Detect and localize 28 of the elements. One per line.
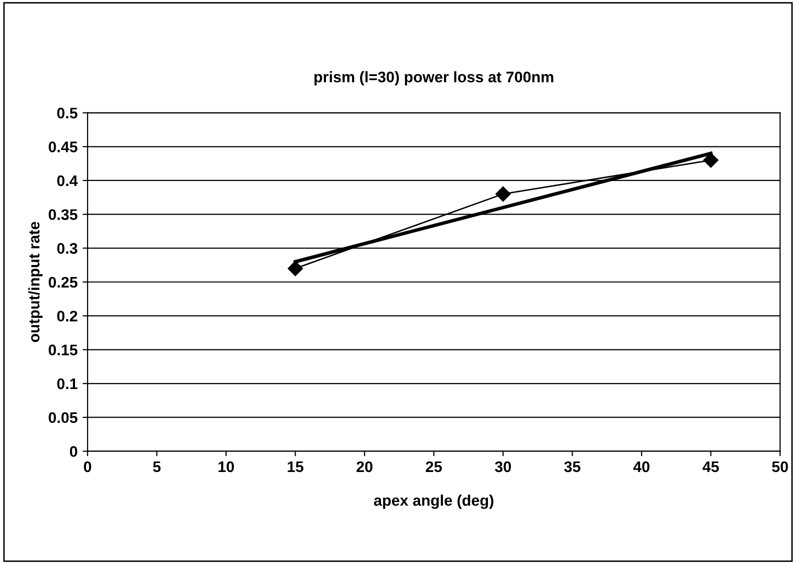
y-tick-label: 0.2 xyxy=(57,310,78,322)
x-tick-label: 15 xyxy=(288,461,304,472)
x-tick-label: 45 xyxy=(702,461,719,472)
x-tick-label: 0 xyxy=(84,461,92,472)
y-tick-label: 0.5 xyxy=(57,108,78,118)
point xyxy=(703,152,718,168)
y-tick-label: 0.4 xyxy=(57,175,78,186)
x-tick-label: 5 xyxy=(153,461,161,472)
point xyxy=(496,186,511,202)
y-tick-label: 0.05 xyxy=(48,412,78,424)
x-tick-label: 50 xyxy=(772,461,788,472)
y-tick-label: 0.45 xyxy=(48,142,78,152)
y-tick-label: 0.25 xyxy=(48,276,78,288)
y-tick-label: 0.1 xyxy=(57,378,78,390)
x-tick-label: 10 xyxy=(218,461,234,472)
chart-title: prism (l=30) power loss at 700nm xyxy=(314,71,554,86)
x-tick-label: 25 xyxy=(426,461,442,472)
y-tick-label: 0.3 xyxy=(57,243,78,254)
point xyxy=(288,260,303,276)
x-tick-label: 35 xyxy=(564,461,580,472)
x-tick-label: 20 xyxy=(356,461,372,472)
x-axis-title: apex angle (deg) xyxy=(374,494,494,509)
x-tick-label: 30 xyxy=(494,461,511,472)
y-tick-label: 0.35 xyxy=(48,209,78,220)
y-axis-title: output/input rate xyxy=(28,222,43,342)
x-tick-label: 40 xyxy=(633,461,650,472)
y-tick-label: 0.15 xyxy=(48,344,78,356)
y-tick-label: 0 xyxy=(70,446,78,457)
